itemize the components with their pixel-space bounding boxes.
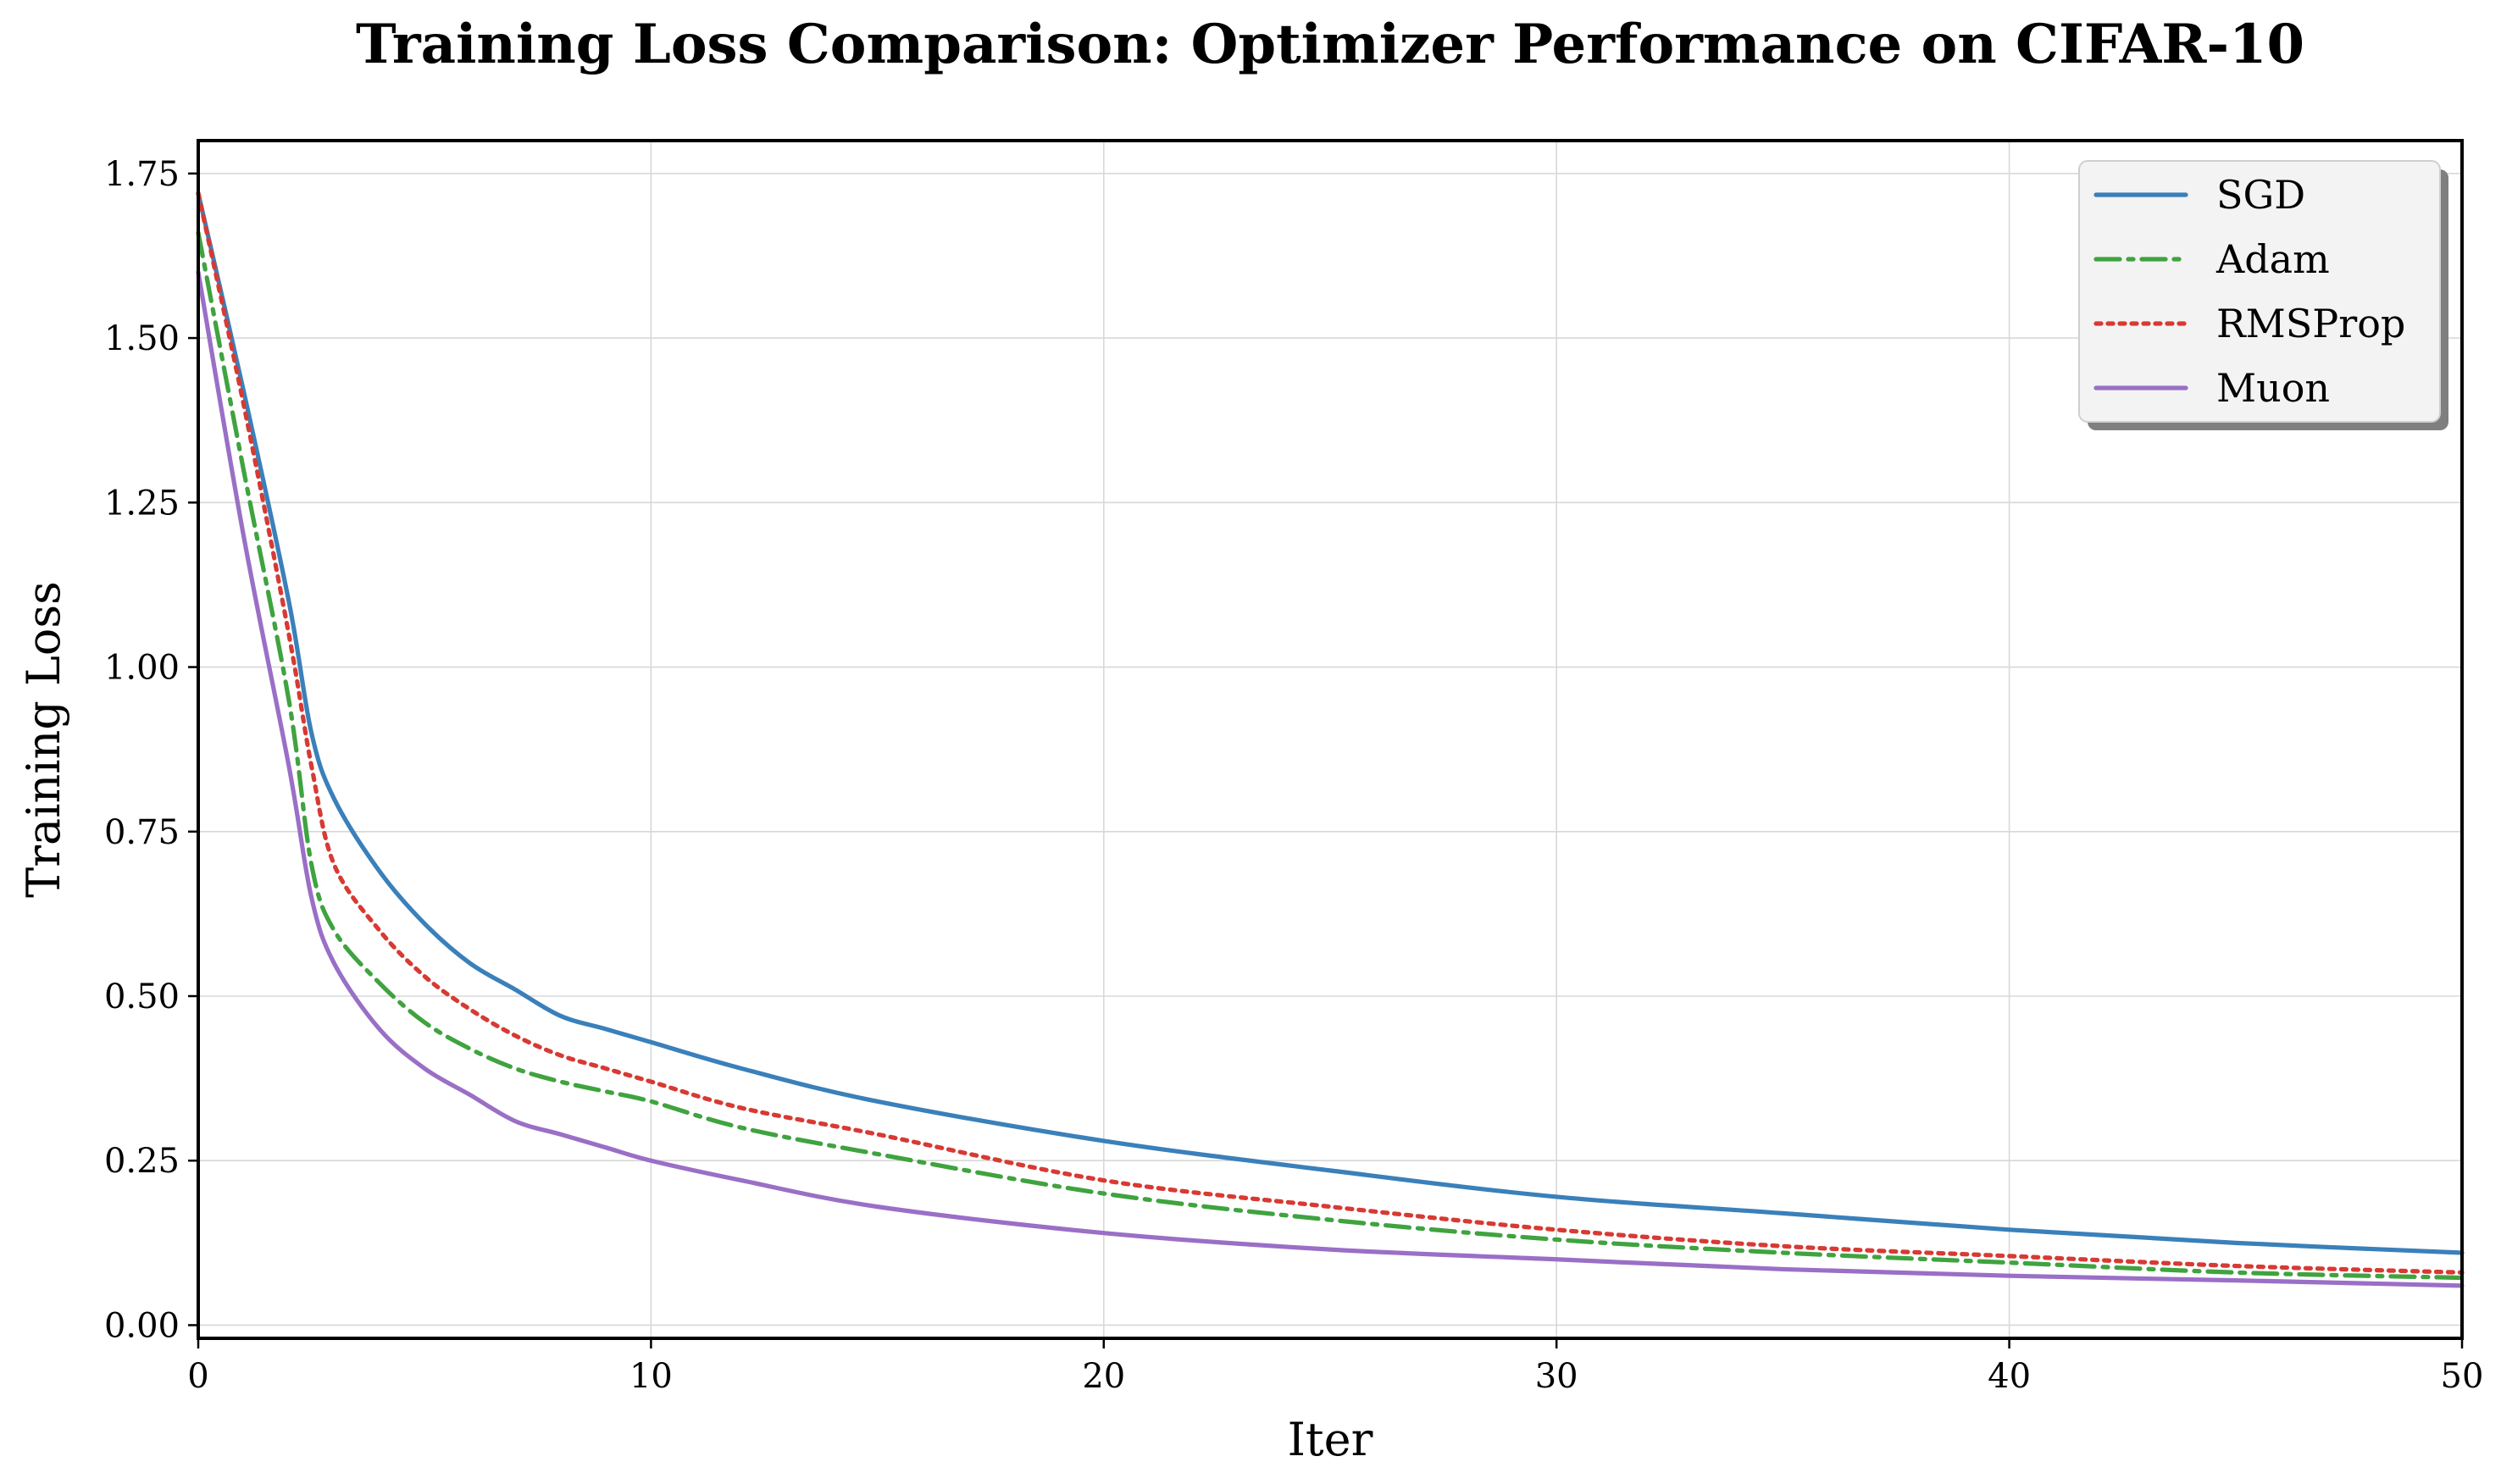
y-tick-label: 1.00: [104, 649, 180, 688]
legend-label-rmsprop: RMSProp: [2216, 301, 2405, 346]
x-tick-label: 10: [629, 1357, 673, 1396]
series-lines: [196, 191, 2465, 1288]
x-axis-label: Iter: [1288, 1413, 1373, 1466]
chart-title: Training Loss Comparison: Optimizer Perf…: [356, 13, 2304, 76]
series-line-adam: [196, 230, 2465, 1281]
y-axis-label: Training Loss: [17, 581, 70, 898]
series-line-muon: [196, 269, 2465, 1288]
legend-box: [2078, 160, 2441, 423]
legend-label-adam: Adam: [2215, 236, 2330, 282]
x-tick-label: 40: [1988, 1357, 2031, 1396]
x-tick-label: 30: [1535, 1357, 1578, 1396]
y-tick-label: 1.75: [104, 155, 180, 194]
y-tick-label: 0.75: [104, 813, 180, 852]
x-axis: 0 10 20 30 40 50: [187, 1338, 2483, 1396]
y-tick-label: 0.25: [104, 1142, 180, 1181]
series-line-sgd: [196, 191, 2465, 1255]
y-tick-label: 0.00: [104, 1306, 180, 1345]
y-tick-label: 1.50: [104, 319, 180, 358]
legend: SGD Adam RMSProp Muon: [2078, 160, 2448, 430]
y-axis: 0.00 0.25 0.50 0.75 1.00 1.25 1.50 1.75: [104, 155, 198, 1345]
legend-label-sgd: SGD: [2216, 172, 2305, 218]
y-tick-label: 1.25: [104, 484, 180, 523]
x-tick-label: 0: [187, 1357, 208, 1396]
plot-frame: [197, 139, 2464, 1340]
legend-label-muon: Muon: [2216, 365, 2330, 411]
series-line-rmsprop: [196, 191, 2465, 1275]
x-tick-label: 50: [2441, 1357, 2484, 1396]
x-tick-label: 20: [1082, 1357, 1125, 1396]
y-tick-label: 0.50: [104, 977, 180, 1016]
